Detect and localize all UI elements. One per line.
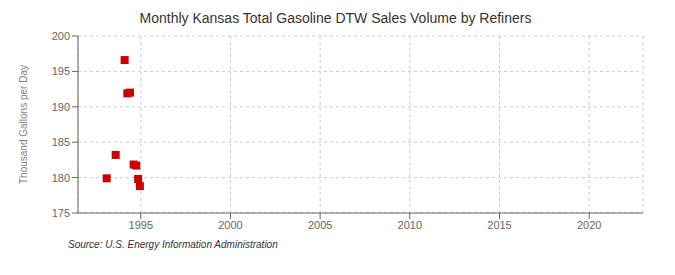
svg-text:2010: 2010: [398, 219, 422, 231]
svg-text:2005: 2005: [308, 219, 332, 231]
svg-text:180: 180: [52, 172, 70, 184]
html-text:Source: U.S. Energy Informatio: Source: U.S. Energy Information Administ…: [68, 239, 278, 250]
svg-text:2020: 2020: [577, 219, 601, 231]
svg-text:1995: 1995: [129, 219, 153, 231]
html-text:Monthly Kansas Total Gasoline: Monthly Kansas Total Gasoline DTW Sales …: [139, 10, 532, 26]
svg-text:200: 200: [52, 30, 70, 42]
svg-text:190: 190: [52, 101, 70, 113]
svg-text:195: 195: [52, 65, 70, 77]
svg-text:Thousand Gallons per Day: Thousand Gallons per Day: [18, 65, 29, 184]
svg-text:185: 185: [52, 136, 70, 148]
svg-text:2000: 2000: [218, 219, 242, 231]
svg-text:2015: 2015: [487, 219, 511, 231]
svg-text:175: 175: [52, 207, 70, 219]
